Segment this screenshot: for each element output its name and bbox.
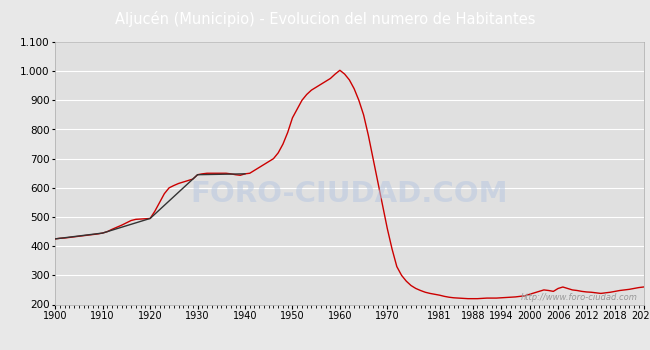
Text: FORO-CIUDAD.COM: FORO-CIUDAD.COM [190, 180, 508, 208]
Text: Aljucén (Municipio) - Evolucion del numero de Habitantes: Aljucén (Municipio) - Evolucion del nume… [115, 11, 535, 27]
Text: http://www.foro-ciudad.com: http://www.foro-ciudad.com [521, 293, 638, 302]
